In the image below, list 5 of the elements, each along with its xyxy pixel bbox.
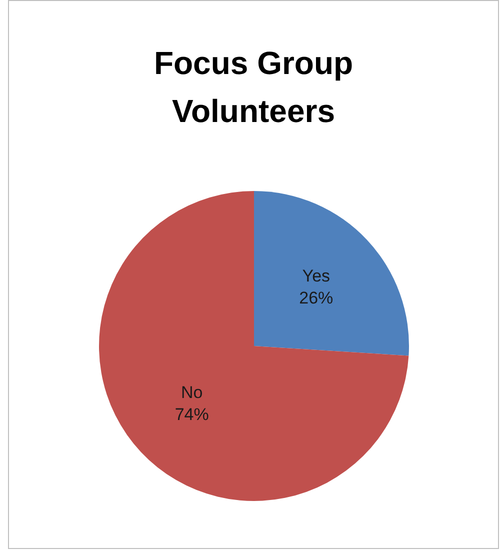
data-label: 26%: [299, 288, 334, 308]
slice-label: Yes: [302, 266, 330, 286]
slice-label: No: [180, 383, 203, 402]
data-label: 74%: [174, 405, 209, 424]
chart-title: Focus Group Volunteers: [152, 44, 354, 131]
